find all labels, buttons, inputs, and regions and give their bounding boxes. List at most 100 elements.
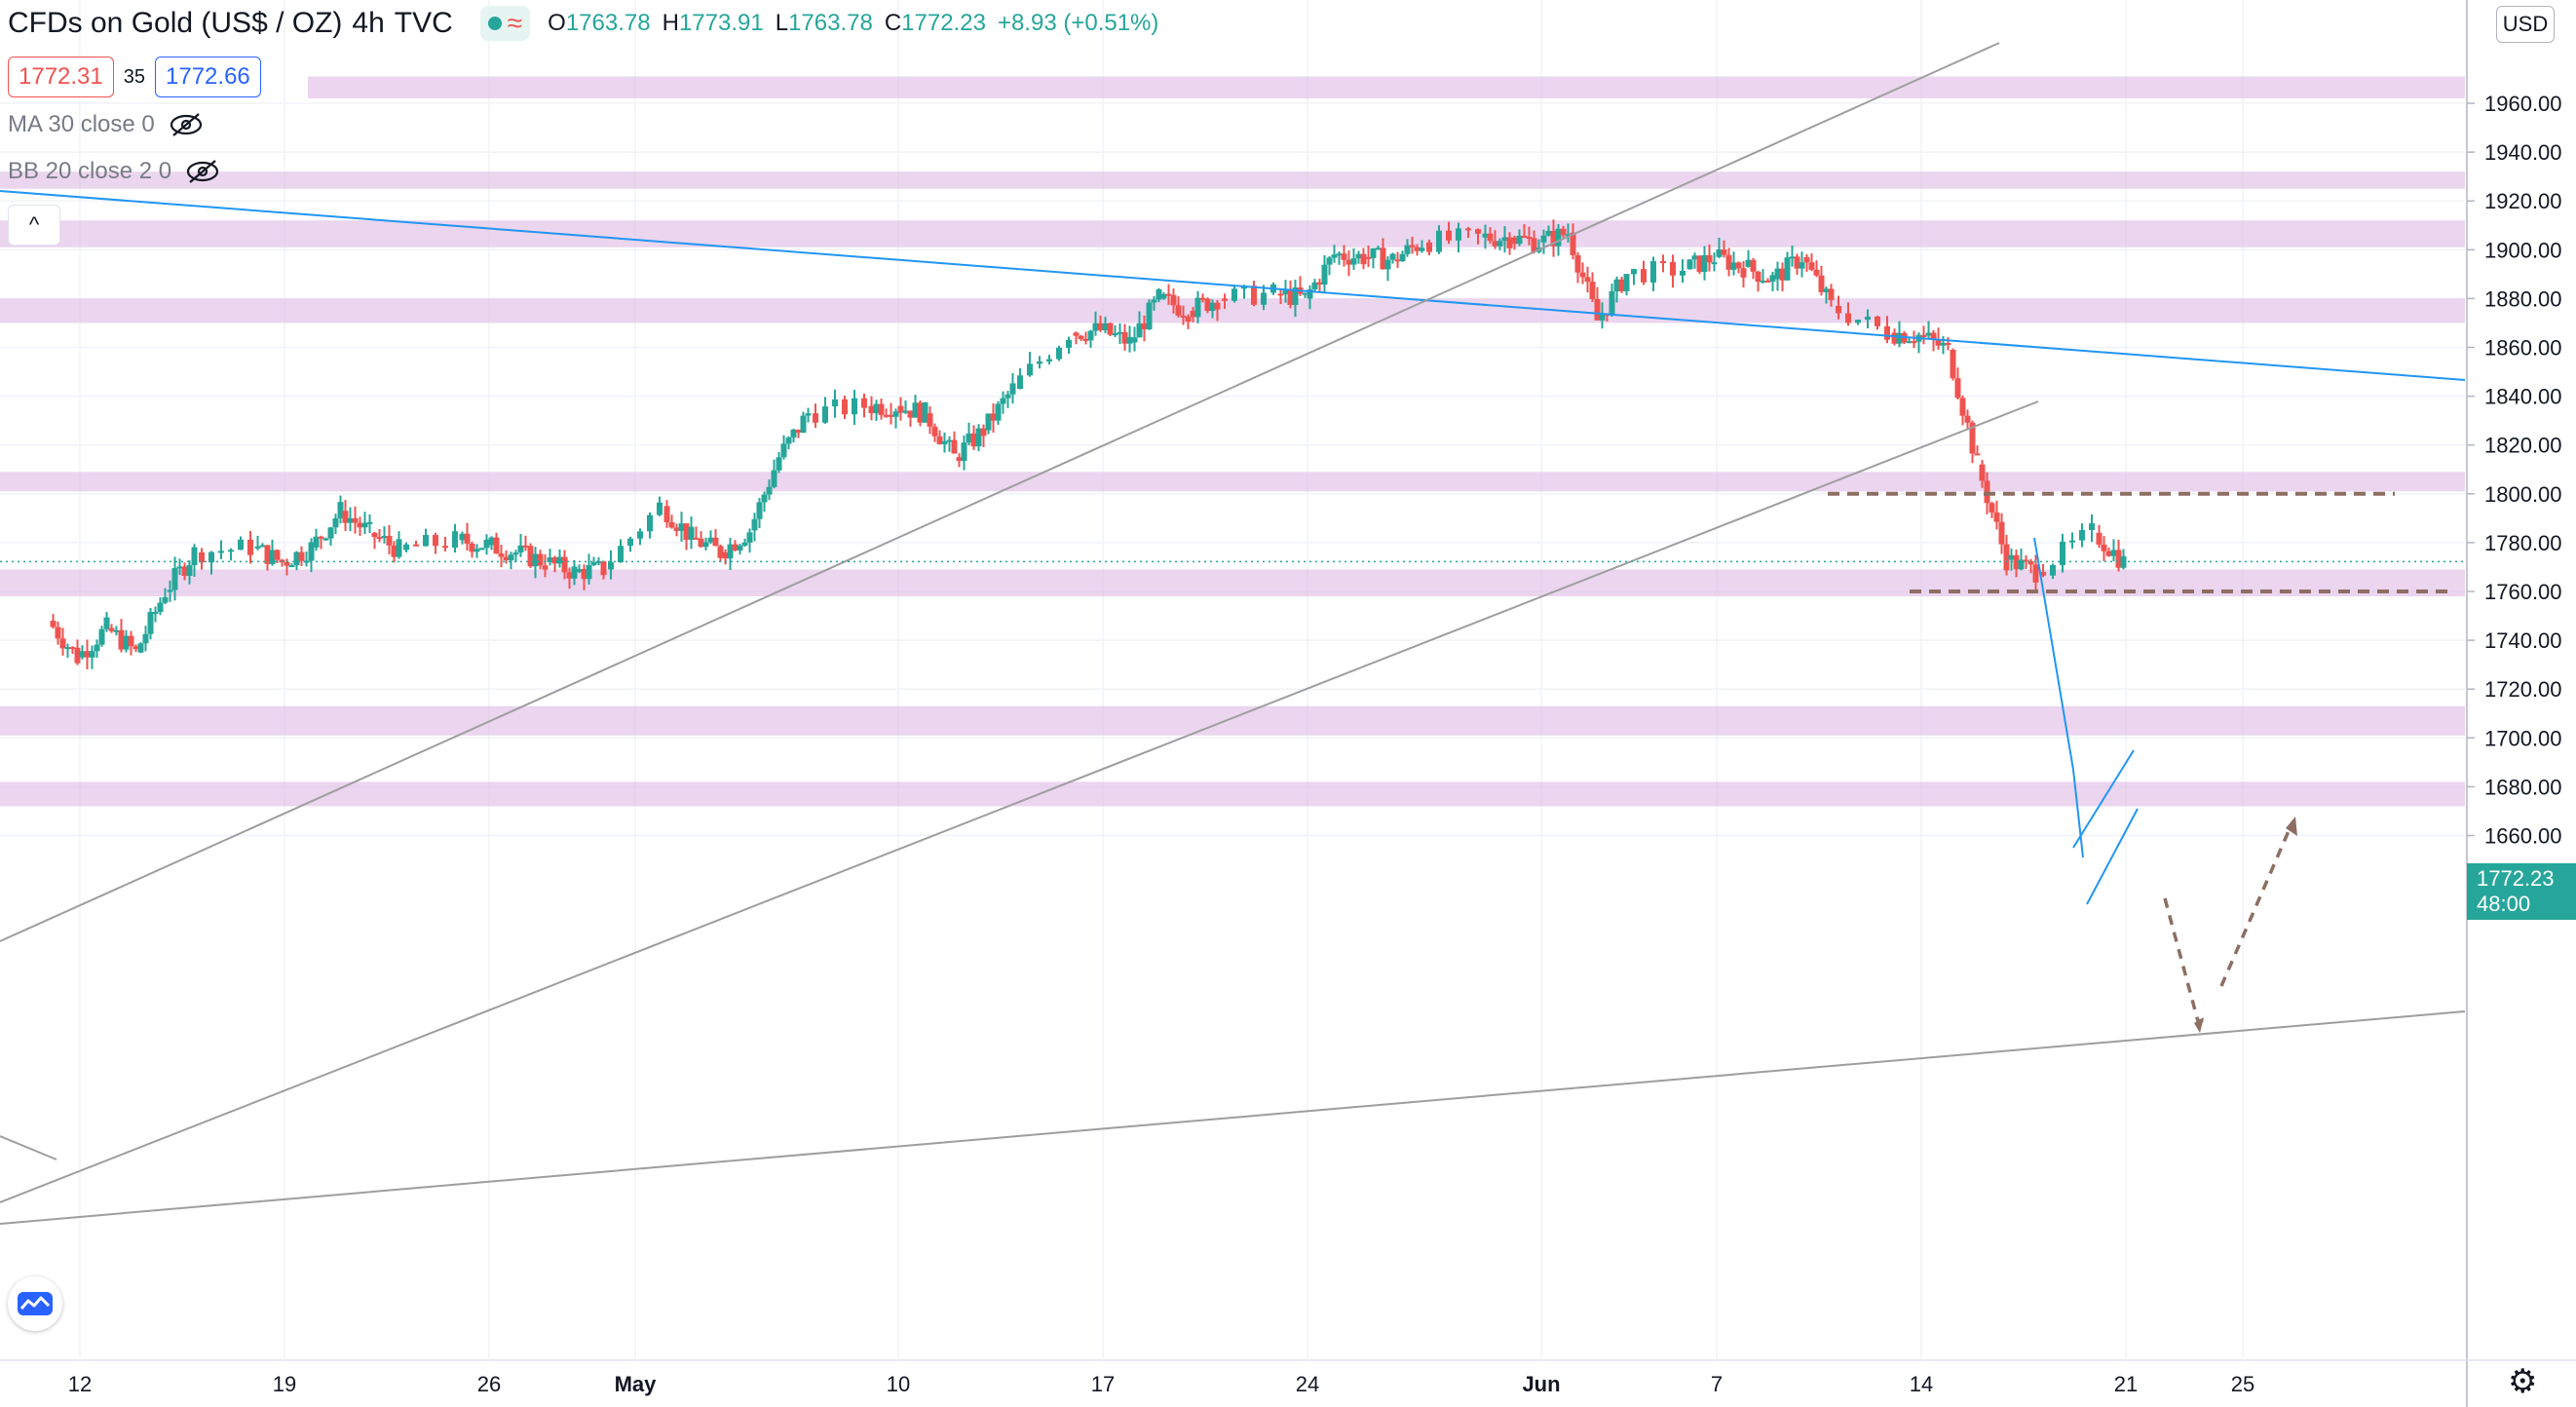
candle-body [2079,529,2085,541]
candle-body [55,627,61,639]
candle-body [1789,256,1796,259]
candle-body [1579,272,1586,278]
study-bb[interactable]: BB 20 close 2 0 [8,158,220,185]
candle-body [1641,269,1647,283]
candle-body [459,533,466,541]
candle-body [702,542,709,548]
candle-body [1589,282,1596,299]
candle-body [2013,554,2020,570]
candle-body [2096,532,2102,545]
candle-body [800,415,807,434]
candle-body [1823,288,1830,292]
candle-body [707,537,714,543]
projection-down-arrow [2163,897,2209,1024]
currency-button[interactable]: USD [2496,6,2555,43]
candle-body [1506,237,1513,248]
candle-body [1599,313,1606,321]
candle-body [1570,232,1576,255]
candle-body [1686,259,1693,270]
high-value: 1773.91 [678,10,764,36]
candle-body [761,494,768,503]
candle-body [1185,317,1192,323]
candle-body [1004,394,1011,399]
candle-body [688,526,695,540]
candle-body [1979,464,1986,481]
source-label: TVC [394,7,453,39]
bid-ask-panel: 1772.31 35 1772.66 [8,57,261,97]
candle-body [474,549,480,552]
candle-body [2089,523,2095,530]
hidden-eye-icon[interactable] [185,159,220,184]
flag-lower-line [2086,808,2139,905]
candle-body [483,539,490,549]
candle-body [678,523,685,531]
candle-body [1350,258,1357,265]
candle-body [1945,342,1951,345]
candle-body [1545,230,1552,236]
candle-body [1214,302,1221,310]
buy-price-button[interactable]: 1772.66 [155,57,261,97]
candle-body [423,535,429,547]
price-tick-label: 1720.00 [2484,677,2562,702]
candle-body [1475,229,1481,234]
candle-body [322,538,329,541]
candle-body [551,557,558,564]
candle-body [741,542,748,546]
candle-body [337,502,344,518]
candle-body [1764,280,1771,283]
candle-body [941,440,948,444]
candle-body [1092,323,1099,331]
symbol-title[interactable]: CFDs on Gold (US$ / OZ) [8,7,343,39]
long-support-line [0,1010,2466,1225]
short-gray-line [0,1135,57,1160]
candle-body [907,410,914,418]
candle-body [1341,253,1347,260]
chart-settings-gear-icon[interactable]: ⚙ [2508,1363,2538,1400]
candle-body [503,556,510,561]
high-label: H [662,10,679,36]
candle-body [2023,559,2029,562]
candle-body [822,406,828,423]
candle-body [1954,378,1961,399]
candle-body [2050,564,2056,576]
time-tick-label: 25 [2231,1372,2254,1396]
price-tick-label: 1840.00 [2484,385,2562,409]
interval-label[interactable]: 4h [352,7,385,39]
candle-body [327,527,334,539]
candle-body [785,437,792,444]
candle-body [2027,560,2034,565]
candle-body [1307,289,1313,299]
price-tick-label: 1900.00 [2484,238,2562,262]
candle-body [936,436,943,444]
study-ma[interactable]: MA 30 close 0 [8,111,204,138]
candle-body [2008,554,2015,560]
candle-body [852,398,857,415]
sell-price-button[interactable]: 1772.31 [8,57,114,97]
candle-body [2018,559,2025,570]
time-tick-label: 21 [2114,1372,2138,1396]
candle-body [527,546,534,567]
candle-body [790,429,797,438]
candle-body [756,502,763,519]
market-status-badge[interactable]: ≈ [479,6,531,41]
candle-body [274,550,281,560]
candle-body [985,413,992,431]
projection-down-arrowhead [2194,1017,2204,1033]
candle-body [1146,302,1153,330]
collapse-legend-button[interactable]: ^ [8,205,60,246]
tradingview-logo[interactable] [8,1276,62,1331]
candle-body [1950,350,1956,379]
candle-body [1087,330,1094,341]
sr-zone [0,472,2465,492]
candle-body [347,517,354,523]
candle-body [1836,305,1841,314]
time-tick-label: 14 [1910,1372,1933,1396]
candle-body [293,551,300,566]
candle-body [922,401,928,423]
candle-body [776,457,782,471]
hidden-eye-icon[interactable] [169,112,204,137]
candle-body [780,443,787,458]
candle-body [342,511,349,523]
